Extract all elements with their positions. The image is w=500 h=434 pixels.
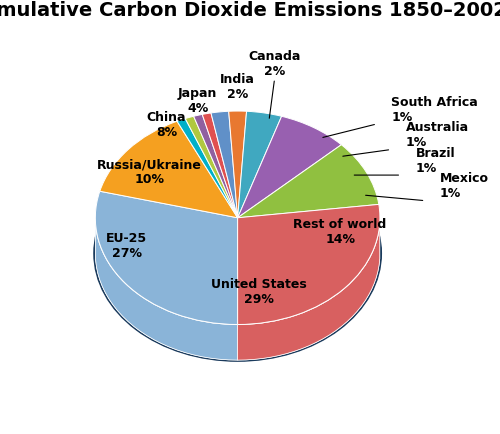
- Polygon shape: [238, 223, 380, 360]
- Polygon shape: [96, 224, 238, 360]
- Wedge shape: [211, 111, 238, 218]
- Wedge shape: [96, 191, 238, 325]
- Title: Cumulative Carbon Dioxide Emissions 1850–2002: Cumulative Carbon Dioxide Emissions 1850…: [0, 1, 500, 20]
- Wedge shape: [177, 118, 238, 218]
- Wedge shape: [100, 121, 237, 218]
- Wedge shape: [228, 111, 246, 218]
- Wedge shape: [238, 111, 282, 218]
- Text: Canada
2%: Canada 2%: [248, 50, 301, 78]
- Wedge shape: [238, 145, 379, 218]
- Wedge shape: [202, 113, 237, 218]
- Wedge shape: [238, 204, 380, 325]
- Wedge shape: [194, 115, 238, 218]
- Text: Rest of world
14%: Rest of world 14%: [294, 218, 386, 246]
- Text: India
2%: India 2%: [220, 73, 255, 101]
- Wedge shape: [186, 116, 238, 218]
- Text: South Africa
1%: South Africa 1%: [392, 95, 478, 124]
- Wedge shape: [238, 145, 379, 218]
- Wedge shape: [100, 121, 237, 218]
- Wedge shape: [228, 111, 246, 218]
- Wedge shape: [186, 116, 238, 218]
- Wedge shape: [238, 204, 380, 325]
- Polygon shape: [96, 224, 238, 360]
- Wedge shape: [177, 118, 238, 218]
- Text: Japan
4%: Japan 4%: [178, 87, 218, 115]
- Polygon shape: [238, 223, 380, 360]
- Text: China
8%: China 8%: [146, 111, 186, 139]
- Ellipse shape: [94, 145, 382, 361]
- Text: Brazil
1%: Brazil 1%: [416, 147, 455, 175]
- Wedge shape: [194, 115, 238, 218]
- Text: Mexico
1%: Mexico 1%: [440, 172, 488, 201]
- Wedge shape: [202, 113, 237, 218]
- Wedge shape: [238, 116, 342, 218]
- Text: Russia/Ukraine
10%: Russia/Ukraine 10%: [97, 158, 202, 186]
- Text: EU-25
27%: EU-25 27%: [106, 232, 147, 260]
- Wedge shape: [238, 111, 282, 218]
- Wedge shape: [238, 116, 342, 218]
- Wedge shape: [96, 191, 238, 325]
- Text: United States
29%: United States 29%: [211, 278, 307, 306]
- Text: Australia
1%: Australia 1%: [406, 121, 468, 149]
- Wedge shape: [211, 111, 238, 218]
- Ellipse shape: [96, 147, 380, 360]
